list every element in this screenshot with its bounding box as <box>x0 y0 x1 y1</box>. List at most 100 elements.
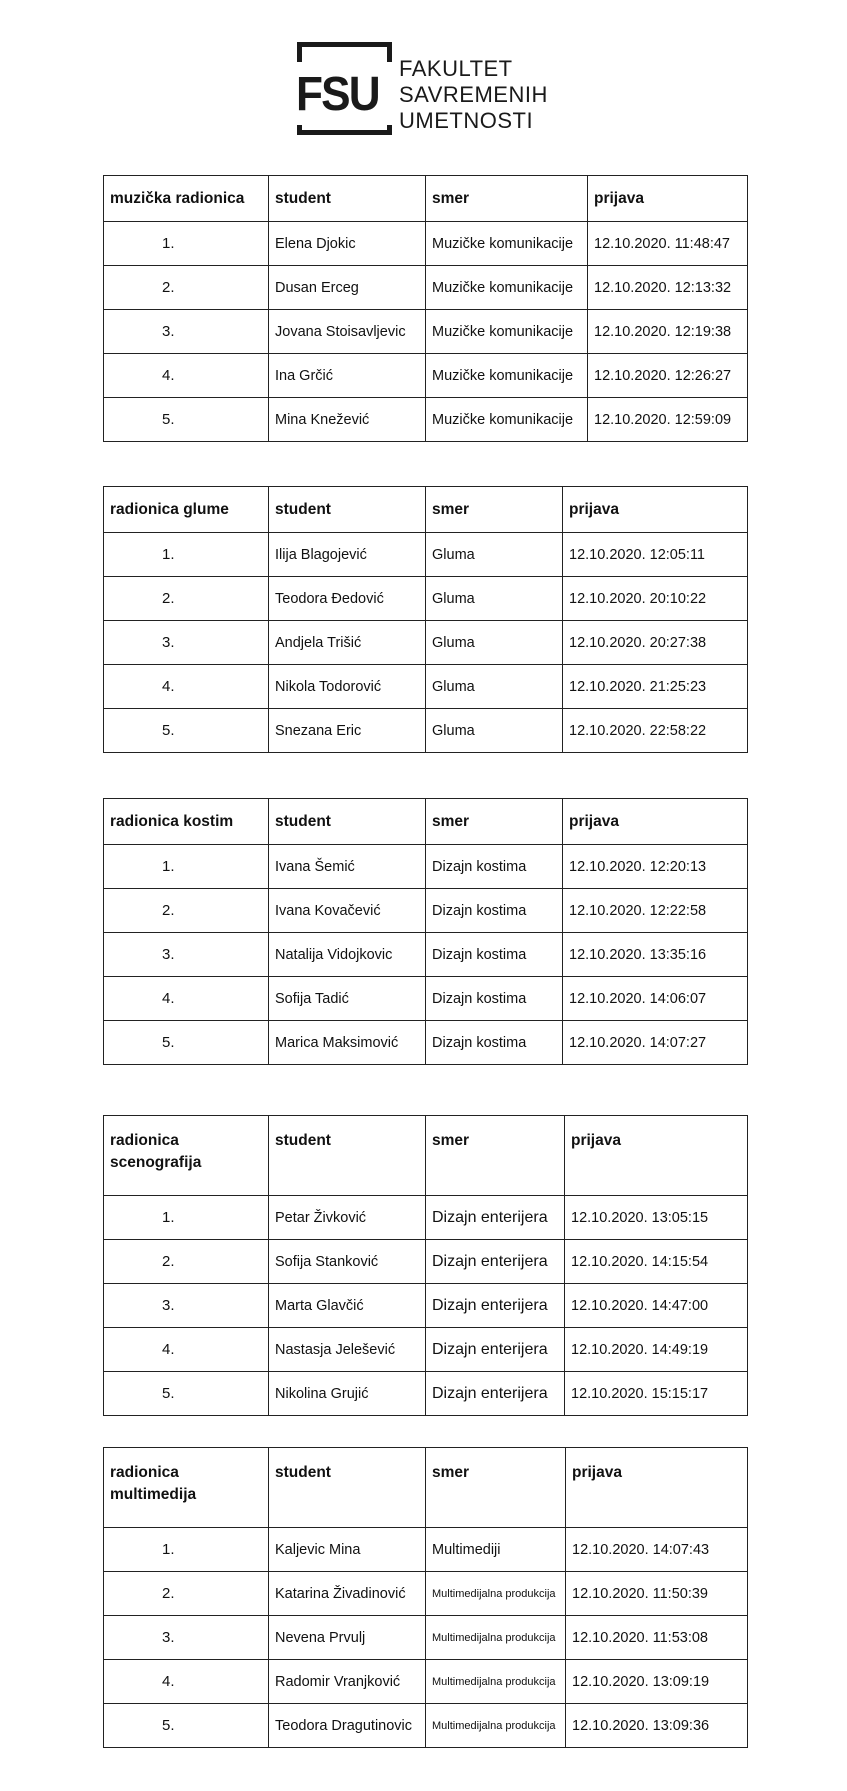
table-row: 4. Radomir Vranjković Multimedijalna produ… <box>103 1659 748 1704</box>
cell-prijava: 12.10.2020. 12:22:58 <box>562 888 748 933</box>
cell-rank: 3. <box>103 1615 269 1660</box>
cell-student: Ina Grčić <box>268 353 426 398</box>
cell-prijava: 12.10.2020. 14:15:54 <box>564 1239 748 1284</box>
cell-smer: Multimedijalna produkcija <box>425 1659 566 1704</box>
cell-prijava: 12.10.2020. 15:15:17 <box>564 1371 748 1416</box>
cell-student: Marica Maksimović <box>268 1020 426 1065</box>
cell-prijava: 12.10.2020. 20:27:38 <box>562 620 748 665</box>
column-header-prijava: prijava <box>564 1115 748 1196</box>
cell-smer: Gluma <box>425 532 563 577</box>
cell-smer: Dizajn kostima <box>425 932 563 977</box>
cell-prijava: 12.10.2020. 14:06:07 <box>562 976 748 1021</box>
cell-smer: Dizajn enterijera <box>425 1371 565 1416</box>
cell-student: Marta Glavčić <box>268 1283 426 1328</box>
cell-prijava: 12.10.2020. 11:50:39 <box>565 1571 748 1616</box>
cell-prijava: 12.10.2020. 12:20:13 <box>562 844 748 889</box>
cell-student: Nastasja Jelešević <box>268 1327 426 1372</box>
cell-rank: 2. <box>103 888 269 933</box>
table-row: 4. Nikola Todorović Gluma 12.10.2020. 21:25… <box>103 664 748 709</box>
cell-prijava: 12.10.2020. 21:25:23 <box>562 664 748 709</box>
cell-student: Ivana Šemić <box>268 844 426 889</box>
cell-rank: 5. <box>103 708 269 753</box>
column-header-prijava: prijava <box>562 486 748 533</box>
cell-student: Ilija Blagojević <box>268 532 426 577</box>
workshop-title: radionica glume <box>103 486 269 533</box>
cell-prijava: 12.10.2020. 13:09:36 <box>565 1703 748 1748</box>
cell-smer: Gluma <box>425 664 563 709</box>
cell-smer: Dizajn kostima <box>425 844 563 889</box>
cell-rank: 4. <box>103 976 269 1021</box>
table-row: 2. Sofija Stanković Dizajn enterijera 12.10… <box>103 1239 748 1284</box>
cell-rank: 3. <box>103 1283 269 1328</box>
table-row: 5. Mina Knežević Muzičke komunikacije 12.10… <box>103 397 748 442</box>
column-header-smer: smer <box>425 1115 565 1196</box>
cell-student: Mina Knežević <box>268 397 426 442</box>
table-row: 1. Ivana Šemić Dizajn kostima 12.10.2020. 1… <box>103 844 748 889</box>
cell-smer: Dizajn kostima <box>425 1020 563 1065</box>
workshop-table: radionica kostim student smer prijava 1. Ivan… <box>103 798 748 1065</box>
cell-smer: Gluma <box>425 620 563 665</box>
cell-prijava: 12.10.2020. 14:07:27 <box>562 1020 748 1065</box>
cell-prijava: 12.10.2020. 12:26:27 <box>587 353 748 398</box>
cell-smer: Muzičke komunikacije <box>425 309 588 354</box>
cell-prijava: 12.10.2020. 14:49:19 <box>564 1327 748 1372</box>
cell-rank: 4. <box>103 664 269 709</box>
cell-student: Nikola Todorović <box>268 664 426 709</box>
table-header-row: muzička radionica student smer prijava <box>103 175 748 222</box>
table-row: 3. Andjela Trišić Gluma 12.10.2020. 20:27:3… <box>103 620 748 665</box>
cell-smer: Dizajn kostima <box>425 888 563 933</box>
workshop-table: radionica multimedija student smer prijava 1… <box>103 1447 748 1748</box>
cell-smer: Dizajn enterijera <box>425 1195 565 1240</box>
column-header-prijava: prijava <box>562 798 748 845</box>
column-header-student: student <box>268 1115 426 1196</box>
cell-smer: Dizajn enterijera <box>425 1239 565 1284</box>
table-row: 5. Nikolina Grujić Dizajn enterijera 12.10.… <box>103 1371 748 1416</box>
table-header-row: radionica glume student smer prijava <box>103 486 748 533</box>
logo-wordmark: FAKULTET SAVREMENIH UMETNOSTI <box>399 56 548 133</box>
cell-prijava: 12.10.2020. 14:07:43 <box>565 1527 748 1572</box>
cell-student: Nikolina Grujić <box>268 1371 426 1416</box>
cell-student: Petar Živković <box>268 1195 426 1240</box>
column-header-student: student <box>268 798 426 845</box>
cell-rank: 5. <box>103 1371 269 1416</box>
table-row: 5. Marica Maksimović Dizajn kostima 12.10.2… <box>103 1020 748 1065</box>
cell-student: Elena Djokic <box>268 221 426 266</box>
cell-rank: 4. <box>103 1659 269 1704</box>
cell-smer: Dizajn enterijera <box>425 1283 565 1328</box>
column-header-student: student <box>268 1447 426 1528</box>
column-header-smer: smer <box>425 175 588 222</box>
cell-rank: 1. <box>103 1195 269 1240</box>
cell-prijava: 12.10.2020. 12:59:09 <box>587 397 748 442</box>
cell-student: Teodora Dragutinovic <box>268 1703 426 1748</box>
column-header-prijava: prijava <box>565 1447 748 1528</box>
table-row: 2. Katarina Živadinović Multimedijalna pro… <box>103 1571 748 1616</box>
cell-smer: Dizajn enterijera <box>425 1327 565 1372</box>
workshop-title: radionica kostim <box>103 798 269 845</box>
cell-student: Ivana Kovačević <box>268 888 426 933</box>
column-header-student: student <box>268 486 426 533</box>
cell-student: Katarina Živadinović <box>268 1571 426 1616</box>
cell-smer: Muzičke komunikacije <box>425 353 588 398</box>
cell-student: Nevena Prvulj <box>268 1615 426 1660</box>
table-row: 1. Ilija Blagojević Gluma 12.10.2020. 12:05… <box>103 532 748 577</box>
cell-student: Jovana Stoisavljevic <box>268 309 426 354</box>
cell-prijava: 12.10.2020. 12:19:38 <box>587 309 748 354</box>
workshop-table: radionica glume student smer prijava 1. Ilija… <box>103 486 748 753</box>
workshop-table: muzička radionica student smer prijava 1. Ele… <box>103 175 748 442</box>
cell-rank: 1. <box>103 532 269 577</box>
cell-student: Teodora Đedović <box>268 576 426 621</box>
cell-student: Andjela Trišić <box>268 620 426 665</box>
cell-student: Sofija Tadić <box>268 976 426 1021</box>
table-row: 3. Natalija Vidojkovic Dizajn kostima 12.10… <box>103 932 748 977</box>
cell-rank: 3. <box>103 309 269 354</box>
table-row: 3. Jovana Stoisavljevic Muzičke komunikaci… <box>103 309 748 354</box>
cell-student: Dusan Erceg <box>268 265 426 310</box>
cell-prijava: 12.10.2020. 11:53:08 <box>565 1615 748 1660</box>
column-header-prijava: prijava <box>587 175 748 222</box>
cell-prijava: 12.10.2020. 13:09:19 <box>565 1659 748 1704</box>
cell-smer: Muzičke komunikacije <box>425 397 588 442</box>
cell-prijava: 12.10.2020. 22:58:22 <box>562 708 748 753</box>
cell-rank: 1. <box>103 221 269 266</box>
table-row: 5. Snezana Eric Gluma 12.10.2020. 22:58:22 <box>103 708 748 753</box>
cell-rank: 2. <box>103 265 269 310</box>
